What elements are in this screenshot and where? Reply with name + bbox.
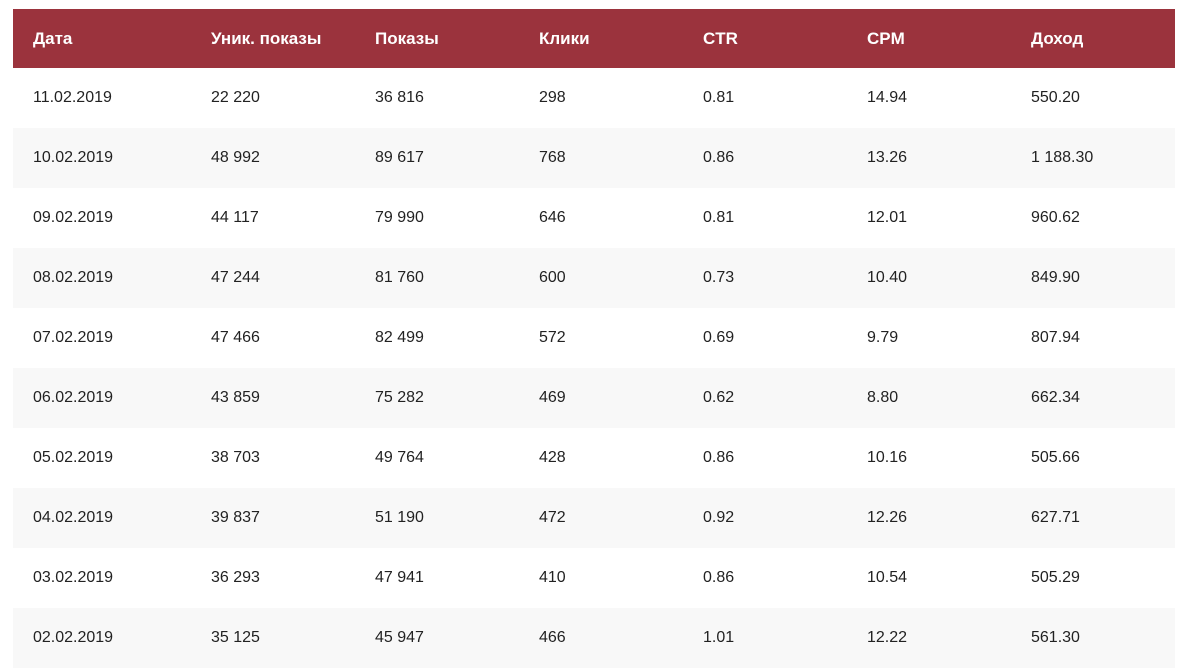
ctr-cell: 0.86 — [703, 149, 735, 166]
clicks-cell: 472 — [539, 509, 566, 526]
impressions-cell: 82 499 — [375, 329, 424, 346]
revenue-cell: 960.62 — [1031, 209, 1080, 226]
table-row: 06.02.2019 43 859 75 282 469 0.62 8.80 662.34 — [13, 368, 1175, 428]
ctr-cell: 0.86 — [703, 569, 735, 586]
revenue-cell: 505.66 — [1031, 449, 1080, 466]
column-header-unique-impressions[interactable]: Уник. показы — [211, 28, 322, 48]
date-cell: 08.02.2019 — [33, 269, 114, 286]
table-row: 11.02.2019 22 220 36 816 298 0.81 14.94 550.20 — [13, 68, 1175, 128]
date-cell: 11.02.2019 — [33, 89, 112, 106]
cpm-cell: 10.40 — [867, 269, 908, 286]
table-row: 05.02.2019 38 703 49 764 428 0.86 10.16 505.66 — [13, 428, 1175, 488]
revenue-cell: 662.34 — [1031, 389, 1080, 406]
impressions-cell: 89 617 — [375, 149, 424, 166]
column-header-impressions[interactable]: Показы — [375, 28, 439, 48]
table-body: 11.02.2019 22 220 36 816 298 0.81 14.94 550.20… — [13, 68, 1175, 668]
table-row: 08.02.2019 47 244 81 760 600 0.73 10.40 849.90 — [13, 248, 1175, 308]
impressions-cell: 49 764 — [375, 449, 424, 466]
impressions-cell: 79 990 — [375, 209, 424, 226]
table-header: Дата Уник. показы Показы Клики CTR CPM Д… — [13, 9, 1175, 68]
revenue-cell: 550.20 — [1031, 89, 1080, 106]
ctr-cell: 1.01 — [703, 629, 735, 646]
stats-table: Дата Уник. показы Показы Клики CTR CPM Д… — [13, 9, 1175, 668]
unique-impressions-cell: 35 125 — [211, 629, 260, 646]
unique-impressions-cell: 47 466 — [211, 329, 260, 346]
impressions-cell: 81 760 — [375, 269, 424, 286]
unique-impressions-cell: 44 117 — [211, 209, 259, 226]
unique-impressions-cell: 43 859 — [211, 389, 260, 406]
ctr-cell: 0.86 — [703, 449, 735, 466]
date-cell: 04.02.2019 — [33, 509, 114, 526]
date-cell: 03.02.2019 — [33, 569, 114, 586]
clicks-cell: 466 — [539, 629, 566, 646]
cpm-cell: 12.26 — [867, 509, 908, 526]
date-cell: 02.02.2019 — [33, 629, 114, 646]
date-cell: 05.02.2019 — [33, 449, 114, 466]
clicks-cell: 768 — [539, 149, 566, 166]
column-header-revenue[interactable]: Доход — [1031, 28, 1084, 48]
impressions-cell: 47 941 — [375, 569, 424, 586]
cpm-cell: 10.54 — [867, 569, 908, 586]
table-row: 09.02.2019 44 117 79 990 646 0.81 12.01 960.62 — [13, 188, 1175, 248]
revenue-cell: 849.90 — [1031, 269, 1080, 286]
ctr-cell: 0.69 — [703, 329, 735, 346]
impressions-cell: 45 947 — [375, 629, 424, 646]
cpm-cell: 10.16 — [867, 449, 908, 466]
table-row: 07.02.2019 47 466 82 499 572 0.69 9.79 807.94 — [13, 308, 1175, 368]
table-row: 03.02.2019 36 293 47 941 410 0.86 10.54 505.29 — [13, 548, 1175, 608]
revenue-cell: 505.29 — [1031, 569, 1080, 586]
date-cell: 09.02.2019 — [33, 209, 114, 226]
revenue-cell: 627.71 — [1031, 509, 1080, 526]
revenue-cell: 1 188.30 — [1031, 149, 1094, 166]
ctr-cell: 0.81 — [703, 89, 735, 106]
impressions-cell: 36 816 — [375, 89, 424, 106]
cpm-cell: 14.94 — [867, 89, 908, 106]
unique-impressions-cell: 38 703 — [211, 449, 260, 466]
cpm-cell: 8.80 — [867, 389, 899, 406]
table-row: 02.02.2019 35 125 45 947 466 1.01 12.22 561.30 — [13, 608, 1175, 668]
revenue-cell: 561.30 — [1031, 629, 1080, 646]
column-header-ctr[interactable]: CTR — [703, 28, 738, 48]
impressions-cell: 75 282 — [375, 389, 424, 406]
clicks-cell: 646 — [539, 209, 566, 226]
cpm-cell: 12.22 — [867, 629, 908, 646]
ctr-cell: 0.81 — [703, 209, 735, 226]
impressions-cell: 51 190 — [375, 509, 424, 526]
date-cell: 07.02.2019 — [33, 329, 114, 346]
cpm-cell: 12.01 — [867, 209, 908, 226]
unique-impressions-cell: 47 244 — [211, 269, 260, 286]
date-cell: 06.02.2019 — [33, 389, 114, 406]
clicks-cell: 428 — [539, 449, 566, 466]
clicks-cell: 298 — [539, 89, 566, 106]
unique-impressions-cell: 48 992 — [211, 149, 260, 166]
table-row: 04.02.2019 39 837 51 190 472 0.92 12.26 627.71 — [13, 488, 1175, 548]
revenue-cell: 807.94 — [1031, 329, 1080, 346]
ctr-cell: 0.92 — [703, 509, 735, 526]
ctr-cell: 0.73 — [703, 269, 735, 286]
clicks-cell: 600 — [539, 269, 566, 286]
column-header-cpm[interactable]: CPM — [867, 28, 905, 48]
unique-impressions-cell: 36 293 — [211, 569, 260, 586]
date-cell: 10.02.2019 — [33, 149, 114, 166]
clicks-cell: 572 — [539, 329, 566, 346]
unique-impressions-cell: 22 220 — [211, 89, 260, 106]
ctr-cell: 0.62 — [703, 389, 735, 406]
table-row: 10.02.2019 48 992 89 617 768 0.86 13.26 1 188.… — [13, 128, 1175, 188]
cpm-cell: 13.26 — [867, 149, 908, 166]
cpm-cell: 9.79 — [867, 329, 899, 346]
column-header-clicks[interactable]: Клики — [539, 28, 590, 48]
unique-impressions-cell: 39 837 — [211, 509, 260, 526]
clicks-cell: 410 — [539, 569, 566, 586]
column-header-date[interactable]: Дата — [33, 28, 73, 48]
clicks-cell: 469 — [539, 389, 566, 406]
